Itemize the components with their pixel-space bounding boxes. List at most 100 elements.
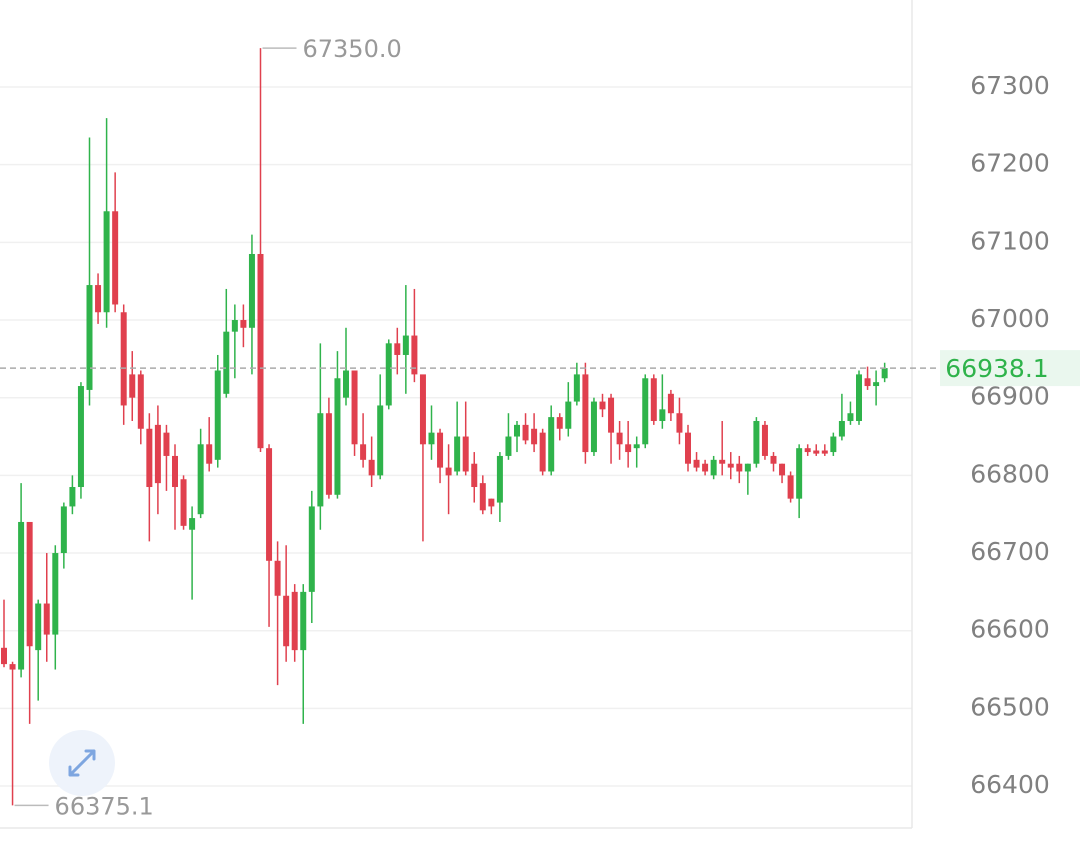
candle-body	[813, 450, 820, 454]
candle-body	[77, 386, 84, 488]
candle-body	[368, 459, 375, 476]
candle-body	[676, 413, 683, 433]
candle-body	[385, 343, 392, 406]
last-price-badge	[940, 350, 1080, 387]
candle-body	[582, 374, 589, 453]
candle-body	[462, 436, 469, 472]
candle-body	[719, 459, 726, 464]
candle-body	[471, 463, 478, 488]
candle-body	[240, 320, 247, 328]
candle-body	[727, 463, 734, 468]
candle-body	[411, 335, 418, 375]
candle-body	[599, 401, 606, 410]
y-tick-label: 66800	[970, 459, 1050, 488]
candle-body	[308, 506, 315, 592]
candle-body	[522, 424, 529, 441]
candle-body	[565, 401, 572, 429]
expand-button[interactable]	[49, 730, 115, 796]
candle-body	[753, 420, 760, 464]
candle-body	[214, 370, 221, 460]
y-tick-label: 66400	[970, 770, 1050, 799]
candle-body	[573, 374, 580, 402]
candle-body	[685, 432, 691, 464]
candle-body	[667, 393, 674, 414]
candle-body	[437, 432, 444, 468]
candle-body	[377, 405, 384, 476]
candle-body	[531, 428, 538, 445]
candle-body	[248, 253, 255, 328]
overlay: 67350.0 66375.1 66938.1	[0, 35, 1080, 820]
y-tick-label: 66500	[970, 692, 1050, 721]
candle-body	[103, 211, 110, 313]
candle-body	[856, 374, 862, 421]
y-tick-label: 67100	[970, 226, 1050, 255]
candle-body	[266, 448, 273, 561]
candle-body	[710, 459, 717, 476]
candle-body	[847, 413, 854, 421]
candle-body	[761, 424, 768, 456]
candle-body	[1, 647, 7, 665]
y-tick-label: 66700	[970, 537, 1050, 566]
candle-body	[334, 378, 341, 495]
last-price-label: 66938.1	[945, 354, 1048, 383]
candle-body	[197, 444, 204, 515]
candle-body	[95, 285, 102, 313]
candle-body	[496, 455, 503, 503]
grid: 66400 66500 66600 66700 66800 66900 67000 67100…	[0, 71, 1050, 799]
candle-body	[505, 436, 512, 456]
candle-body	[556, 417, 563, 429]
candle-body	[821, 450, 828, 454]
candle-body	[428, 432, 435, 445]
candle-body	[804, 448, 811, 453]
candle-body	[300, 591, 307, 651]
candle-body	[479, 483, 486, 511]
candle-body	[360, 444, 367, 460]
candle-body	[787, 475, 794, 499]
candle-body	[317, 413, 324, 507]
candle-body	[172, 455, 178, 488]
candle-body	[744, 463, 751, 472]
candle-body	[702, 463, 709, 472]
candle-body	[864, 378, 871, 387]
expand-icon[interactable]	[68, 749, 96, 777]
candle-body	[52, 553, 59, 635]
candle-body	[419, 374, 426, 445]
candle-body	[35, 603, 42, 651]
candle-body	[86, 285, 93, 390]
candle-body	[291, 591, 298, 651]
candle-body	[445, 467, 452, 476]
min-label: 66375.1	[55, 792, 154, 820]
candle-body	[394, 343, 401, 355]
candle-body	[189, 518, 196, 530]
candle-body	[257, 253, 264, 449]
candle-body	[659, 409, 666, 421]
max-label: 67350.0	[303, 35, 402, 63]
candle-body	[608, 397, 615, 433]
candle-body	[830, 436, 837, 453]
candles	[1, 48, 888, 806]
candle-body	[625, 444, 632, 453]
candle-body	[154, 424, 161, 484]
candle-body	[796, 448, 803, 499]
y-tick-label: 67000	[970, 304, 1050, 333]
candle-body	[146, 428, 153, 488]
candle-body	[873, 382, 880, 387]
candle-body	[650, 378, 657, 421]
candle-body	[514, 424, 520, 437]
candle-body	[26, 521, 33, 647]
y-tick-label: 67300	[970, 71, 1050, 100]
candle-body	[642, 378, 649, 445]
candle-body	[9, 664, 16, 670]
candle-body	[539, 432, 546, 472]
y-tick-label: 66600	[970, 615, 1050, 644]
candle-body	[488, 498, 495, 507]
candle-body	[351, 370, 358, 445]
candle-body	[838, 420, 845, 437]
candle-body	[454, 436, 461, 472]
candle-body	[402, 335, 409, 355]
candle-body	[129, 374, 136, 398]
candle-body	[180, 479, 187, 526]
